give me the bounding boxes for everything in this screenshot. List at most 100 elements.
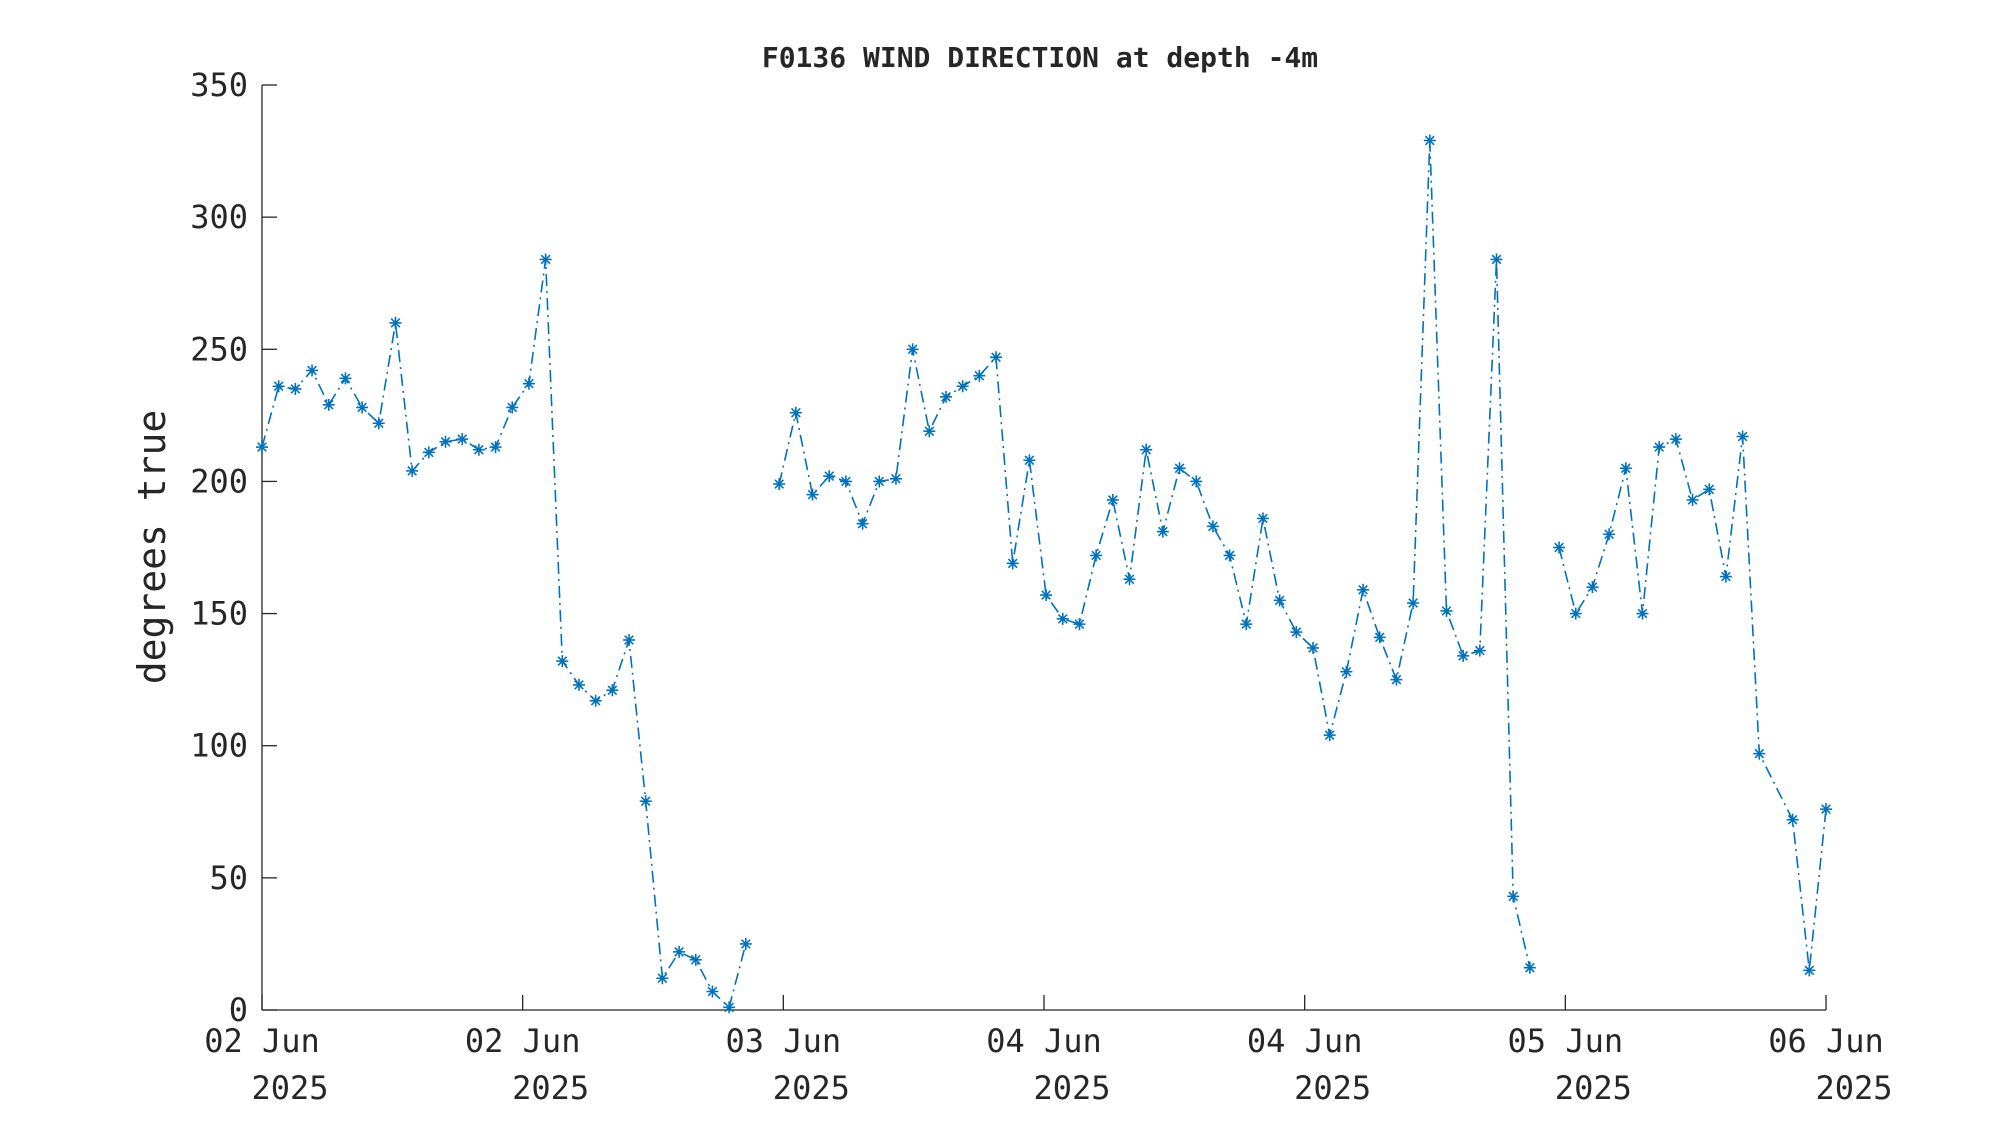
marker-stroke xyxy=(1224,550,1235,561)
data-point xyxy=(739,937,752,950)
marker-stroke xyxy=(273,381,284,392)
data-point xyxy=(1140,443,1153,456)
marker-stroke xyxy=(1174,463,1185,474)
data-point xyxy=(406,464,419,477)
marker-stroke xyxy=(1291,627,1302,637)
data-point xyxy=(906,343,919,356)
marker-stroke xyxy=(1341,666,1352,677)
marker-stroke xyxy=(957,381,968,392)
data-point xyxy=(1440,604,1453,617)
data-point xyxy=(322,398,335,411)
y-tick-label: 50 xyxy=(209,859,248,897)
data-point xyxy=(1803,964,1816,977)
x-tick-label-day: 05 Jun xyxy=(1508,1022,1624,1060)
marker-stroke xyxy=(290,384,301,394)
marker-stroke xyxy=(1274,595,1285,606)
data-point xyxy=(673,945,686,958)
marker-stroke xyxy=(1721,571,1731,582)
marker-stroke xyxy=(1670,434,1681,445)
data-point xyxy=(1273,594,1286,607)
y-tick-label: 350 xyxy=(190,66,248,104)
data-point xyxy=(839,475,852,488)
data-point xyxy=(439,435,452,448)
data-point xyxy=(556,655,569,668)
marker-stroke xyxy=(1358,584,1368,595)
data-point xyxy=(522,377,535,390)
marker-stroke xyxy=(1057,613,1068,624)
data-point xyxy=(1603,528,1616,541)
data-point xyxy=(1090,549,1103,562)
x-tick-label-day: 02 Jun xyxy=(465,1022,581,1060)
marker-stroke xyxy=(941,391,951,402)
data-point xyxy=(789,406,802,419)
data-point xyxy=(1423,134,1436,147)
data-point xyxy=(1073,618,1086,631)
marker-stroke xyxy=(307,365,317,376)
series-line xyxy=(1558,436,1827,971)
marker-stroke xyxy=(1391,674,1402,685)
data-point xyxy=(1173,462,1186,475)
data-point xyxy=(572,678,585,691)
data-point xyxy=(656,972,669,985)
marker-stroke xyxy=(1787,814,1798,825)
data-point xyxy=(1056,612,1069,625)
series-layer xyxy=(256,134,1832,1014)
marker-stroke xyxy=(1424,135,1435,146)
data-point xyxy=(1653,441,1666,454)
data-point xyxy=(1636,607,1649,620)
data-point xyxy=(1223,549,1236,562)
data-point xyxy=(1373,631,1386,644)
marker-stroke xyxy=(474,444,484,455)
data-point xyxy=(606,684,619,697)
marker-stroke xyxy=(390,317,401,328)
marker-stroke xyxy=(1637,608,1648,619)
data-point xyxy=(1820,803,1832,816)
marker-stroke xyxy=(1754,748,1765,759)
marker-stroke xyxy=(1804,965,1815,976)
axes: 0 50 100 150 200 250 300 350 02 Jun 2025 02 Jun 202… xyxy=(190,66,1892,1107)
marker-stroke xyxy=(440,436,451,447)
marker-stroke xyxy=(807,489,818,500)
data-point xyxy=(1786,813,1799,826)
data-point xyxy=(639,795,652,808)
data-point xyxy=(256,441,268,454)
data-point xyxy=(1457,649,1470,662)
y-tick-label: 200 xyxy=(190,462,248,500)
marker-stroke xyxy=(857,518,868,529)
data-point xyxy=(823,470,836,483)
data-point xyxy=(1206,520,1219,533)
marker-stroke xyxy=(1408,598,1418,608)
marker-stroke xyxy=(1308,643,1318,653)
marker-stroke xyxy=(1208,521,1218,532)
marker-stroke xyxy=(1821,804,1831,815)
marker-stroke xyxy=(1124,574,1135,585)
x-tick-label-day: 02 Jun xyxy=(204,1022,320,1060)
marker-stroke xyxy=(1491,254,1502,265)
marker-stroke xyxy=(1458,650,1469,661)
y-tick-label: 100 xyxy=(190,727,248,765)
marker-stroke xyxy=(357,402,367,413)
data-point xyxy=(1390,673,1403,686)
data-point xyxy=(1006,557,1019,570)
marker-stroke xyxy=(624,635,634,645)
chart-title: F0136 WIND DIRECTION at depth -4m xyxy=(762,41,1318,74)
marker-stroke xyxy=(1704,484,1715,495)
data-point xyxy=(623,634,636,646)
data-point xyxy=(1490,253,1503,266)
x-tick-label-day: 06 Jun xyxy=(1768,1022,1884,1060)
y-tick-label: 0 xyxy=(229,991,248,1029)
marker-stroke xyxy=(774,479,785,489)
marker-stroke xyxy=(557,656,568,667)
x-tick-label-year: 2025 xyxy=(512,1069,589,1107)
y-tick-label: 250 xyxy=(190,330,248,368)
data-point xyxy=(1523,961,1536,974)
data-point xyxy=(422,446,435,459)
data-point xyxy=(1619,462,1632,475)
data-point xyxy=(1290,626,1303,639)
marker-stroke xyxy=(457,434,468,445)
marker-stroke xyxy=(507,402,518,413)
data-point xyxy=(1123,573,1136,586)
marker-stroke xyxy=(1441,606,1452,616)
marker-stroke xyxy=(1007,558,1018,569)
